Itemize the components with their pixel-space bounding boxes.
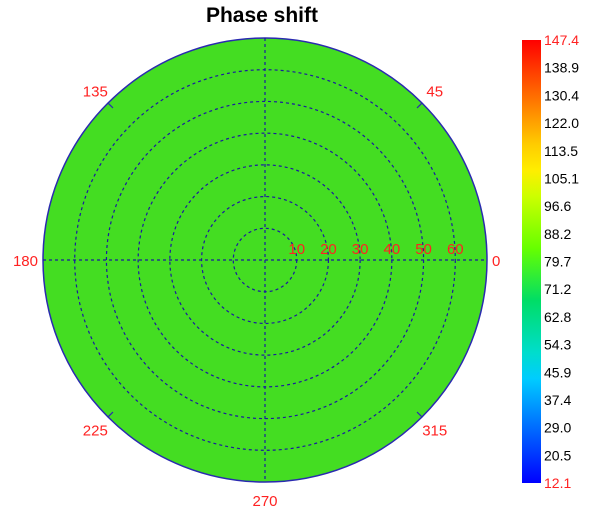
radial-labels: 10 20 30 40 50 60 <box>288 241 463 258</box>
radial-tick-label: 30 <box>352 241 369 258</box>
colorbar-tick-label: 20.5 <box>544 447 571 463</box>
angle-tick-label: 180 <box>13 253 38 270</box>
colorbar-tick-label: 122.0 <box>544 115 579 131</box>
rim-tick <box>107 102 114 109</box>
rim-tick <box>416 102 423 109</box>
grid-circle <box>169 164 361 356</box>
colorbar-tick-label: 88.2 <box>544 226 571 242</box>
colorbar-tick-label: 130.4 <box>544 87 579 103</box>
colorbar-tick-label: 147.4 <box>544 32 579 48</box>
colorbar-tick-label: 138.9 <box>544 60 579 76</box>
colorbar-tick-label: 113.5 <box>544 143 578 159</box>
colorbar-tick-label: 62.8 <box>544 309 571 325</box>
rim-tick <box>416 411 423 418</box>
colorbar: 147.4 138.9 130.4 122.0 113.5 105.1 96.6 88.2 79… <box>522 32 579 491</box>
colorbar-tick-label: 79.7 <box>544 254 571 270</box>
radial-tick-label: 50 <box>415 241 432 258</box>
colorbar-tick-label: 71.2 <box>544 281 571 297</box>
colorbar-tick-label: 29.0 <box>544 420 571 436</box>
angle-tick-label: 270 <box>252 493 277 508</box>
radial-tick-label: 40 <box>384 241 401 258</box>
colorbar-tick-label: 45.9 <box>544 364 571 380</box>
radial-tick-label: 20 <box>320 241 337 258</box>
colorbar-tick-label: 37.4 <box>544 392 571 408</box>
angle-tick-label: 315 <box>422 423 447 440</box>
colorbar-tick-label: 105.1 <box>544 170 579 186</box>
angle-tick-label: 0 <box>492 253 500 270</box>
colorbar-tick-label: 12.1 <box>544 475 571 491</box>
angle-tick-label: 45 <box>426 83 443 100</box>
angle-tick-label: 225 <box>83 423 108 440</box>
colorbar-gradient <box>522 40 541 483</box>
colorbar-tick-label: 96.6 <box>544 198 571 214</box>
radial-tick-label: 60 <box>447 241 464 258</box>
angle-tick-label: 135 <box>83 83 108 100</box>
colorbar-tick-label: 54.3 <box>544 337 571 353</box>
radial-tick-label: 10 <box>288 241 305 258</box>
angle-labels: 0 45 135 180 225 270 315 <box>13 83 500 508</box>
polar-grid <box>43 38 487 482</box>
rim-tick <box>107 411 114 418</box>
chart-title: Phase shift <box>205 4 319 27</box>
